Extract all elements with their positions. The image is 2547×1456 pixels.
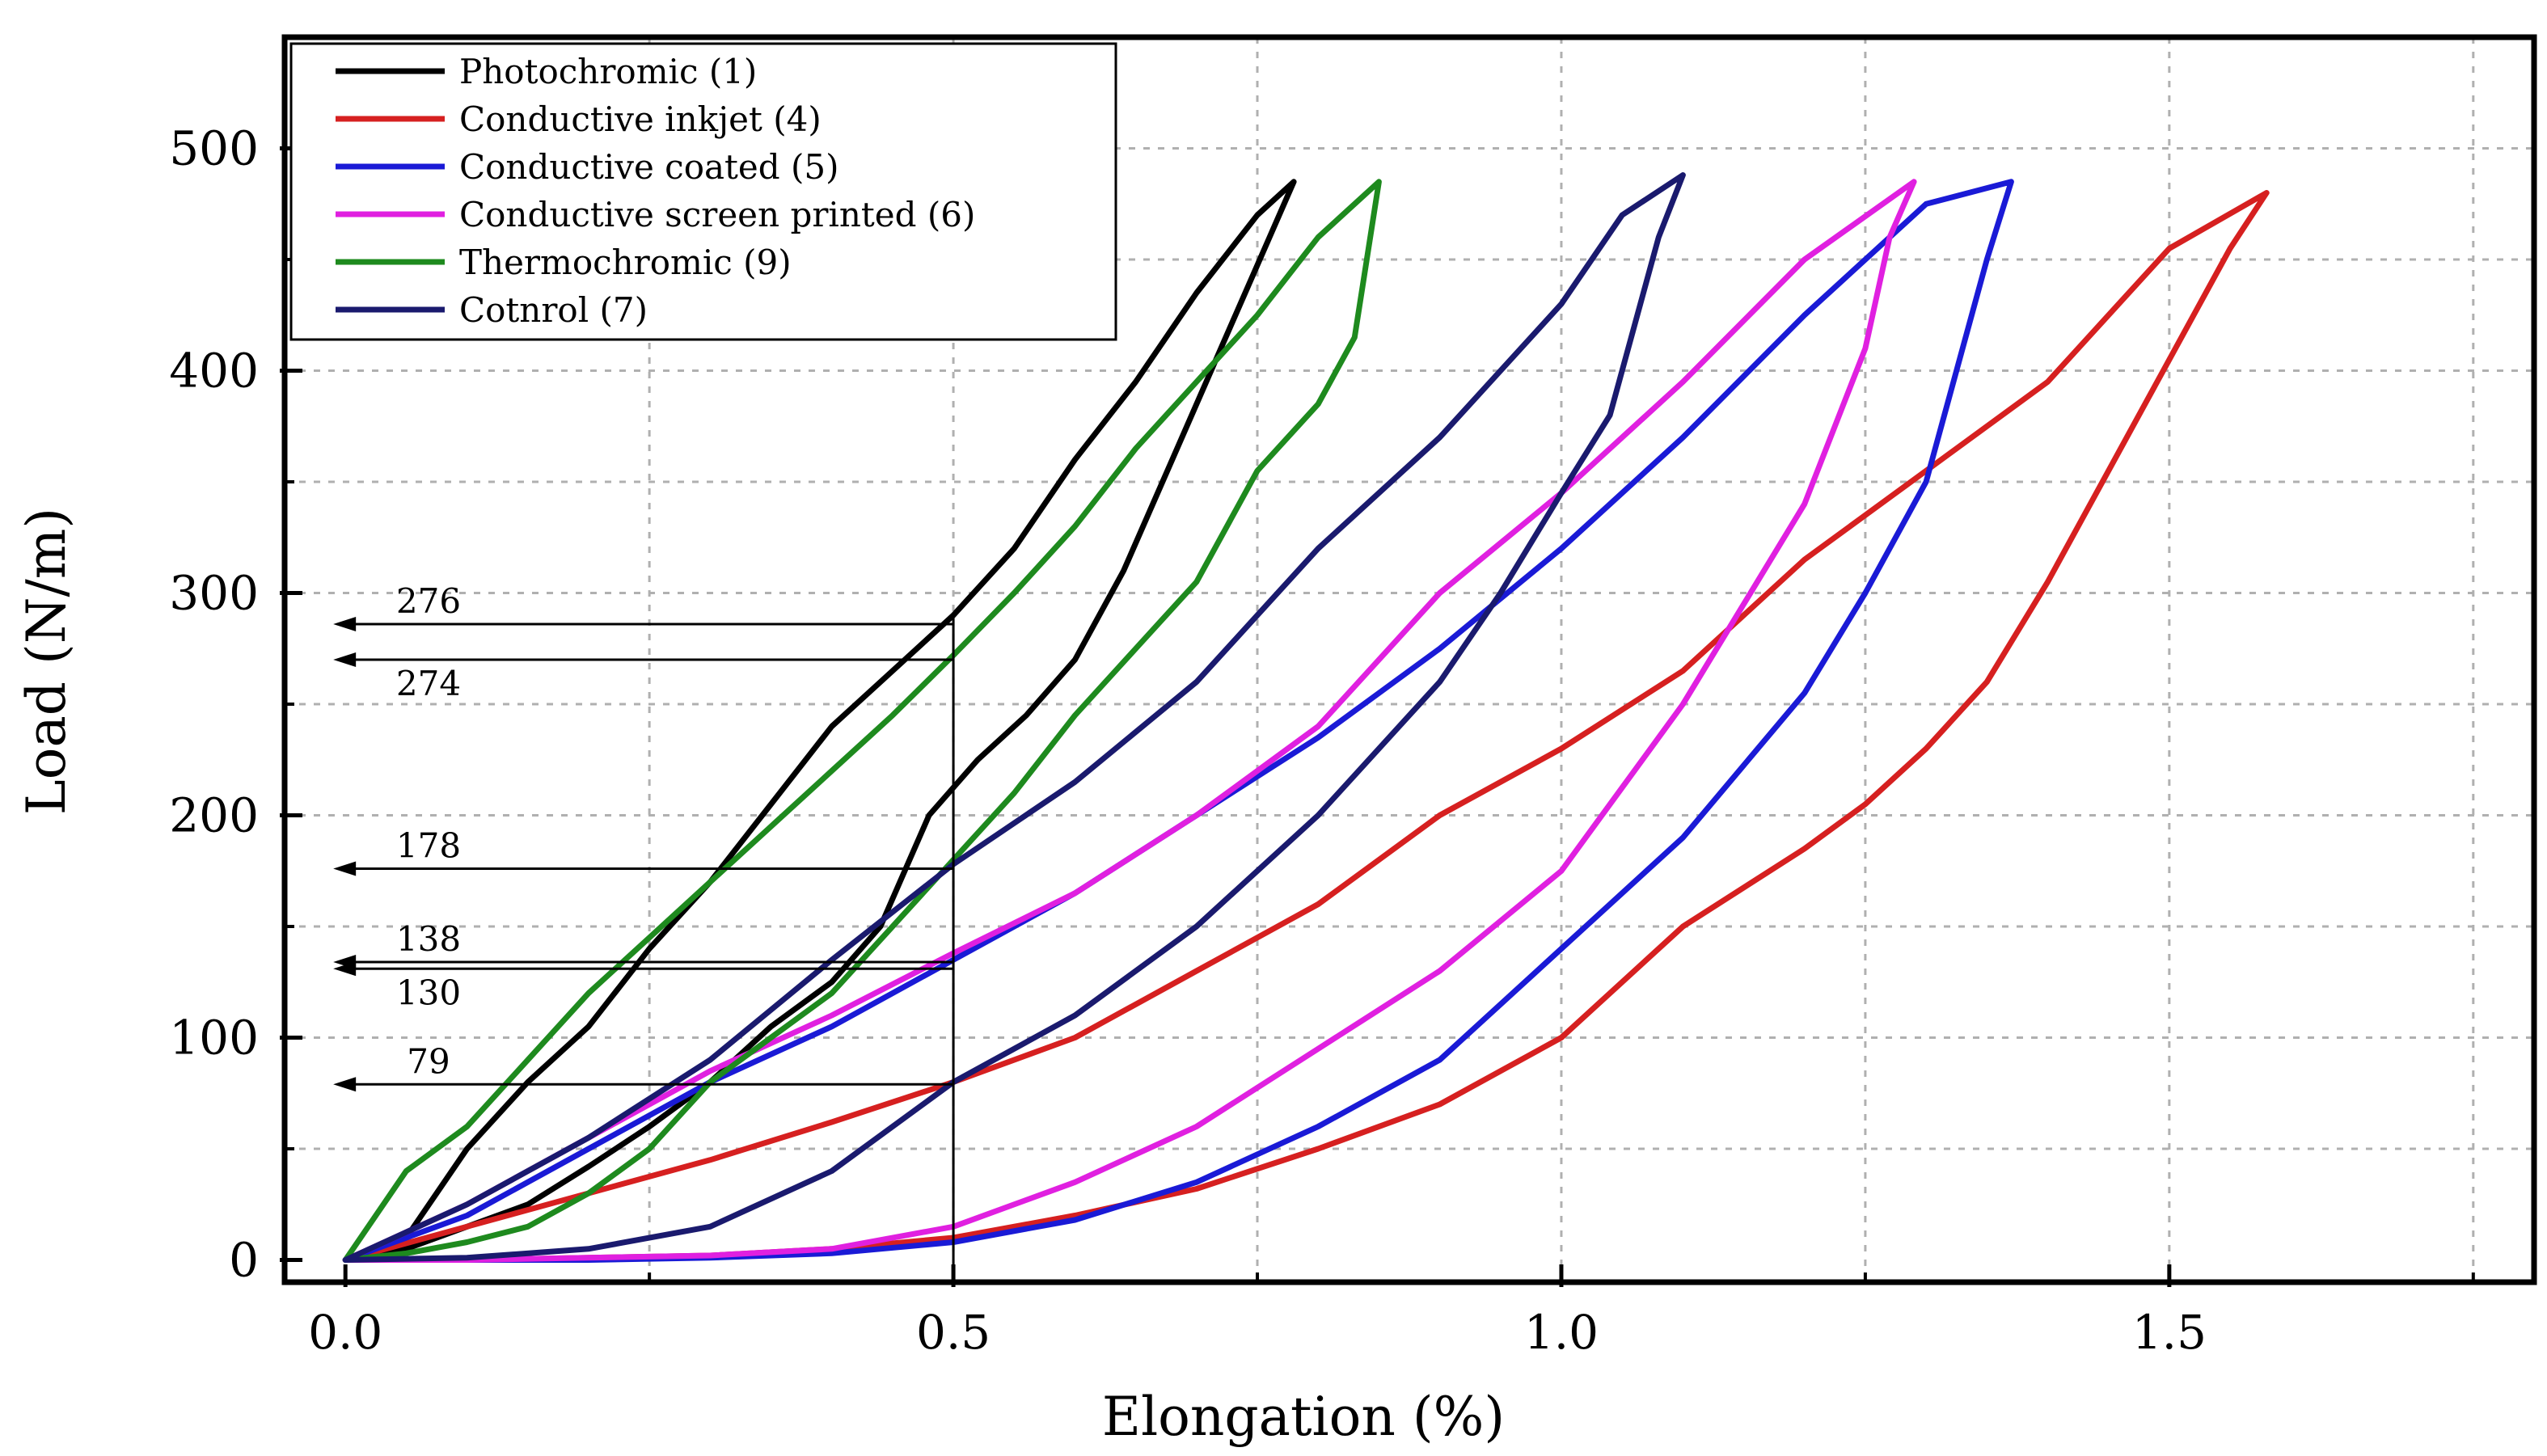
- annotation-label: 79: [407, 1041, 450, 1081]
- y-tick-label: 500: [169, 121, 259, 176]
- series-line-4: [342, 179, 1917, 1263]
- grid: [285, 37, 2534, 1282]
- annotation-label: 274: [396, 664, 461, 703]
- arrow-head: [333, 617, 357, 631]
- legend-label: Conductive inkjet (4): [459, 99, 822, 139]
- annotation-label: 138: [396, 919, 461, 959]
- series-line-6: [342, 172, 1686, 1263]
- plot-frame: [281, 34, 2537, 1285]
- legend: Photochromic (1) Conductive inkjet (4) Con…: [289, 42, 1117, 341]
- axis-ticks: 0 100 200 300 400 500 0.0 0.5 1.0 1.5: [169, 121, 2475, 1360]
- legend-label: Thermochromic (9): [459, 243, 792, 282]
- y-tick-label: 100: [169, 1011, 259, 1066]
- x-tick-label: 1.0: [1524, 1305, 1599, 1360]
- annotation-label: 276: [396, 581, 461, 621]
- legend-label: Conductive screen printed (6): [459, 195, 975, 234]
- legend-label: Conductive coated (5): [459, 147, 839, 187]
- y-tick-label: 300: [169, 566, 259, 621]
- series-line-5: [342, 179, 1382, 1263]
- y-axis-title: Load (N/m): [15, 508, 78, 815]
- arrow-head: [333, 1077, 357, 1092]
- legend-label: Cotnrol (7): [459, 290, 648, 330]
- annotation-label: 178: [396, 826, 461, 866]
- y-tick-label: 400: [169, 344, 259, 399]
- legend-box: [289, 42, 1117, 341]
- y-tick-label: 0: [229, 1233, 259, 1288]
- series-line-2: [342, 190, 2270, 1263]
- legend-label: Photochromic (1): [459, 52, 757, 91]
- annotation-label: 130: [396, 973, 461, 1012]
- x-tick-label: 1.5: [2132, 1305, 2207, 1360]
- arrow-head: [333, 861, 357, 876]
- x-tick-label: 0.5: [916, 1305, 990, 1360]
- arrow-head: [333, 961, 357, 977]
- y-tick-label: 200: [169, 788, 259, 843]
- arrow-head: [333, 652, 357, 667]
- x-tick-label: 0.0: [308, 1305, 382, 1360]
- x-axis-title: Elongation (%): [1102, 1386, 1505, 1448]
- annotation-group: 276 274 178 138 130 79: [333, 581, 955, 1282]
